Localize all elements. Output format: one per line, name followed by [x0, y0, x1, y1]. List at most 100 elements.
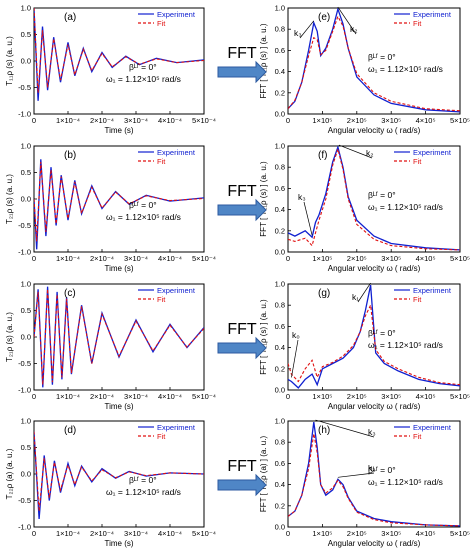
omega-annotation: ω₁ = 1.12×10⁵ rad/s	[106, 487, 181, 497]
y-tick-label: 0.2	[275, 364, 285, 373]
fft-arrow-4: FFT	[217, 458, 267, 497]
plot-frame	[287, 7, 461, 115]
x-tick-label: 0	[286, 254, 290, 263]
plot-frame	[33, 420, 205, 528]
y-axis-label: T₂₁ρ (s) (a. u.)	[5, 312, 14, 362]
y-tick-label: 0.4	[275, 205, 285, 214]
y-axis-label: FFT [ T₂₁ρ (s) ] (a. u.)	[259, 161, 268, 237]
x-tick-label: 4×10⁵	[416, 392, 436, 401]
peak-label: k₂	[350, 24, 358, 34]
peak-pointer-line	[299, 20, 315, 39]
experiment-series-line	[288, 422, 460, 527]
y-tick-label: 0.4	[275, 67, 285, 76]
peak-pointer-line	[303, 201, 313, 236]
fit-series-line	[34, 431, 204, 512]
x-tick-label: 5×10⁻⁴	[192, 116, 216, 125]
experiment-series-line	[288, 146, 460, 251]
x-tick-label: 2×10⁻⁴	[90, 529, 114, 538]
y-tick-label: 0.0	[21, 195, 31, 204]
beta-annotation: βᴸᶠ = 0°	[129, 475, 157, 485]
y-tick-label: 0.0	[21, 470, 31, 479]
fft-arrow-shape	[217, 473, 267, 497]
x-tick-label: 1×10⁻⁴	[56, 116, 80, 125]
y-tick-label: 0.0	[275, 110, 285, 119]
peak-label: k₁	[352, 292, 359, 302]
beta-annotation: βᴸᶠ = 0°	[129, 200, 157, 210]
y-tick-label: 0.2	[275, 501, 285, 510]
x-tick-label: 3×10⁵	[381, 392, 401, 401]
panel-label: (e)	[318, 12, 330, 23]
y-tick-label: -0.5	[18, 496, 31, 505]
y-axis-label: T₂₂ρ (a) (a. u.)	[5, 448, 14, 499]
legend-fit-label: Fit	[157, 19, 166, 28]
legend-experiment-label: Experiment	[413, 286, 452, 295]
x-tick-label: 1×10⁻⁴	[56, 392, 80, 401]
panel-label: (f)	[318, 150, 327, 161]
legend-experiment-label: Experiment	[157, 10, 196, 19]
fit-series-line	[288, 147, 460, 251]
x-tick-label: 2×10⁻⁴	[90, 116, 114, 125]
fft-label: FFT	[227, 458, 257, 475]
y-tick-label: -1.0	[18, 523, 31, 532]
x-tick-label: 2×10⁵	[347, 529, 367, 538]
x-tick-label: 3×10⁻⁴	[124, 529, 148, 538]
x-tick-label: 5×10⁵	[450, 529, 470, 538]
omega-annotation: ω₁ = 1.12×10⁵ rad/s	[368, 477, 443, 487]
x-tick-label: 0	[32, 529, 36, 538]
fit-series-line	[34, 289, 204, 385]
peak-pointer-line	[337, 472, 375, 478]
experiment-series-line	[288, 8, 460, 113]
x-tick-label: 0	[32, 254, 36, 263]
legend-fit-label: Fit	[413, 432, 422, 441]
y-tick-label: 1.0	[21, 417, 31, 426]
fft-arrow-3: FFT	[217, 321, 267, 360]
x-tick-label: 0	[32, 392, 36, 401]
y-axis-label: FFT [ T₂₂ρ (a) ] (a. u.)	[259, 436, 268, 513]
experiment-series-line	[34, 286, 204, 388]
chart-panel-5: 0 1×10⁻⁴ 2×10⁻⁴ 3×10⁻⁴ 4×10⁻⁴ 5×10⁻⁴ -1.0 -0.5 0…	[5, 280, 216, 412]
legend-fit-label: Fit	[413, 295, 422, 304]
y-tick-label: 0.2	[275, 226, 285, 235]
chart-panel-4: 0 1×10⁵ 2×10⁵ 3×10⁵ 4×10⁵ 5×10⁵ 0.0 0.2 0.4 0.6 0.…	[259, 142, 470, 274]
y-tick-label: 0.0	[21, 333, 31, 342]
experiment-series-line	[34, 431, 204, 520]
x-axis-label: Time (s)	[104, 264, 133, 273]
x-tick-label: 4×10⁻⁴	[158, 392, 182, 401]
y-tick-label: 0.0	[275, 386, 285, 395]
y-tick-label: 1.0	[21, 4, 31, 13]
x-tick-label: 1×10⁵	[312, 529, 332, 538]
chart-panel-8: 0 1×10⁵ 2×10⁵ 3×10⁵ 4×10⁵ 5×10⁵ 0.0 0.2 0.4 0.6 0.…	[259, 417, 470, 549]
x-tick-label: 2×10⁵	[347, 254, 367, 263]
peak-label: k₃	[294, 28, 302, 38]
x-tick-label: 5×10⁵	[450, 254, 470, 263]
y-tick-label: 0.5	[21, 30, 31, 39]
x-tick-label: 4×10⁻⁴	[158, 116, 182, 125]
omega-annotation: ω₁ = 1.12×10⁵ rad/s	[368, 340, 443, 350]
fft-label: FFT	[227, 45, 257, 62]
x-tick-label: 5×10⁵	[450, 116, 470, 125]
peak-label: k₃	[298, 192, 306, 202]
fft-label: FFT	[227, 321, 257, 338]
plot-frame	[33, 145, 205, 253]
fft-arrow-1: FFT	[217, 45, 267, 84]
x-tick-label: 5×10⁵	[450, 392, 470, 401]
legend-experiment-label: Experiment	[157, 423, 196, 432]
x-tick-label: 0	[286, 529, 290, 538]
peak-label: k₂	[368, 463, 376, 473]
x-tick-label: 5×10⁻⁴	[192, 254, 216, 263]
y-tick-label: -0.5	[18, 83, 31, 92]
peak-label: k₃	[368, 427, 376, 437]
legend-experiment-label: Experiment	[157, 286, 196, 295]
beta-annotation: βᴸᶠ = 0°	[368, 52, 396, 62]
y-tick-label: 0.6	[275, 322, 285, 331]
x-tick-label: 2×10⁵	[347, 392, 367, 401]
x-tick-label: 4×10⁵	[416, 529, 436, 538]
chart-panel-1: 0 1×10⁻⁴ 2×10⁻⁴ 3×10⁻⁴ 4×10⁻⁴ 5×10⁻⁴ -1.0 -0.5 0…	[5, 4, 216, 136]
legend-fit-label: Fit	[413, 157, 422, 166]
plot-frame	[287, 283, 461, 391]
y-axis-label: T₂₁ρ (s) (a. u.)	[5, 174, 14, 224]
panel-label: (b)	[64, 150, 76, 161]
x-tick-label: 3×10⁵	[381, 116, 401, 125]
y-tick-label: 1.0	[275, 142, 285, 151]
